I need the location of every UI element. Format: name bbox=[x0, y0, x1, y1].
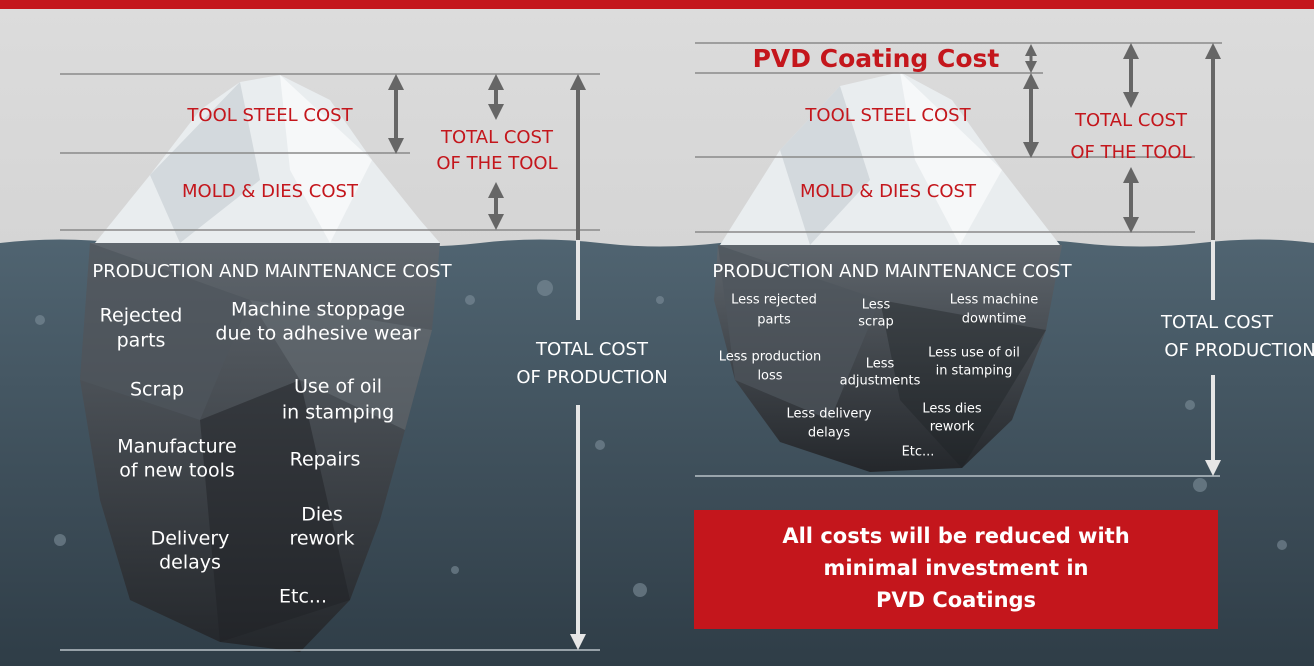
cost-item: Repairs bbox=[290, 449, 361, 471]
cost-item: Less machine bbox=[950, 293, 1039, 308]
cost-item: parts bbox=[757, 313, 791, 328]
underwater-title: PRODUCTION AND MAINTENANCE COST bbox=[92, 261, 452, 282]
top-banner bbox=[0, 0, 1314, 9]
cost-item: of new tools bbox=[119, 460, 235, 482]
cost-item: Less bbox=[866, 357, 895, 372]
cost-item: Less rejected bbox=[731, 293, 817, 308]
total-label: TOTAL COST bbox=[535, 339, 649, 360]
pvd-label: PVD Coating Cost bbox=[753, 44, 1000, 73]
total-label: OF THE TOOL bbox=[436, 153, 557, 174]
cost-item: Manufacture bbox=[117, 436, 236, 458]
cost-item: parts bbox=[117, 330, 166, 352]
cost-item: Less dies bbox=[922, 402, 982, 417]
cost-item: downtime bbox=[962, 312, 1026, 327]
cost-item: Rejected bbox=[100, 305, 183, 327]
total-label: TOTAL COST bbox=[1160, 312, 1274, 333]
cost-item: Machine stoppage bbox=[231, 299, 405, 321]
total-label: TOTAL COST bbox=[440, 127, 554, 148]
cost-item: Dies bbox=[301, 504, 343, 526]
cost-item: rework bbox=[289, 528, 354, 550]
total-label: OF THE TOOL bbox=[1070, 142, 1191, 163]
cost-item: adjustments bbox=[840, 374, 921, 389]
cost-item: Use of oil bbox=[294, 376, 382, 398]
callout-text: All costs will be reduced with bbox=[782, 524, 1129, 548]
cost-item: scrap bbox=[858, 315, 893, 330]
cost-item: in stamping bbox=[936, 364, 1013, 379]
cost-item: Etc... bbox=[902, 445, 935, 460]
cost-item: rework bbox=[930, 420, 975, 435]
tier-label: MOLD & DIES COST bbox=[182, 181, 359, 202]
cost-item: Less delivery bbox=[787, 407, 872, 422]
total-label: TOTAL COST bbox=[1074, 110, 1188, 131]
infographic: TOOL STEEL COST MOLD & DIES COST TOTAL C… bbox=[0, 0, 1314, 666]
cost-item: Scrap bbox=[130, 379, 184, 401]
cost-item: Etc... bbox=[279, 586, 327, 608]
cost-item: delays bbox=[808, 426, 851, 441]
tier-label: MOLD & DIES COST bbox=[800, 181, 977, 202]
tier-label: TOOL STEEL COST bbox=[804, 105, 971, 126]
tier-label: TOOL STEEL COST bbox=[186, 105, 353, 126]
cost-item: due to adhesive wear bbox=[215, 323, 420, 345]
callout-text: PVD Coatings bbox=[876, 588, 1036, 612]
cost-item: delays bbox=[159, 552, 221, 574]
cost-item: Less use of oil bbox=[928, 346, 1020, 361]
underwater-title: PRODUCTION AND MAINTENANCE COST bbox=[712, 261, 1072, 282]
total-label: OF PRODUCTION bbox=[1164, 340, 1314, 361]
cost-item: loss bbox=[757, 369, 782, 384]
total-label: OF PRODUCTION bbox=[516, 367, 667, 388]
cost-item: in stamping bbox=[282, 402, 394, 424]
cost-item: Delivery bbox=[151, 528, 230, 550]
callout-text: minimal investment in bbox=[824, 556, 1089, 580]
cost-item: Less production bbox=[719, 350, 822, 365]
cost-item: Less bbox=[862, 298, 891, 313]
